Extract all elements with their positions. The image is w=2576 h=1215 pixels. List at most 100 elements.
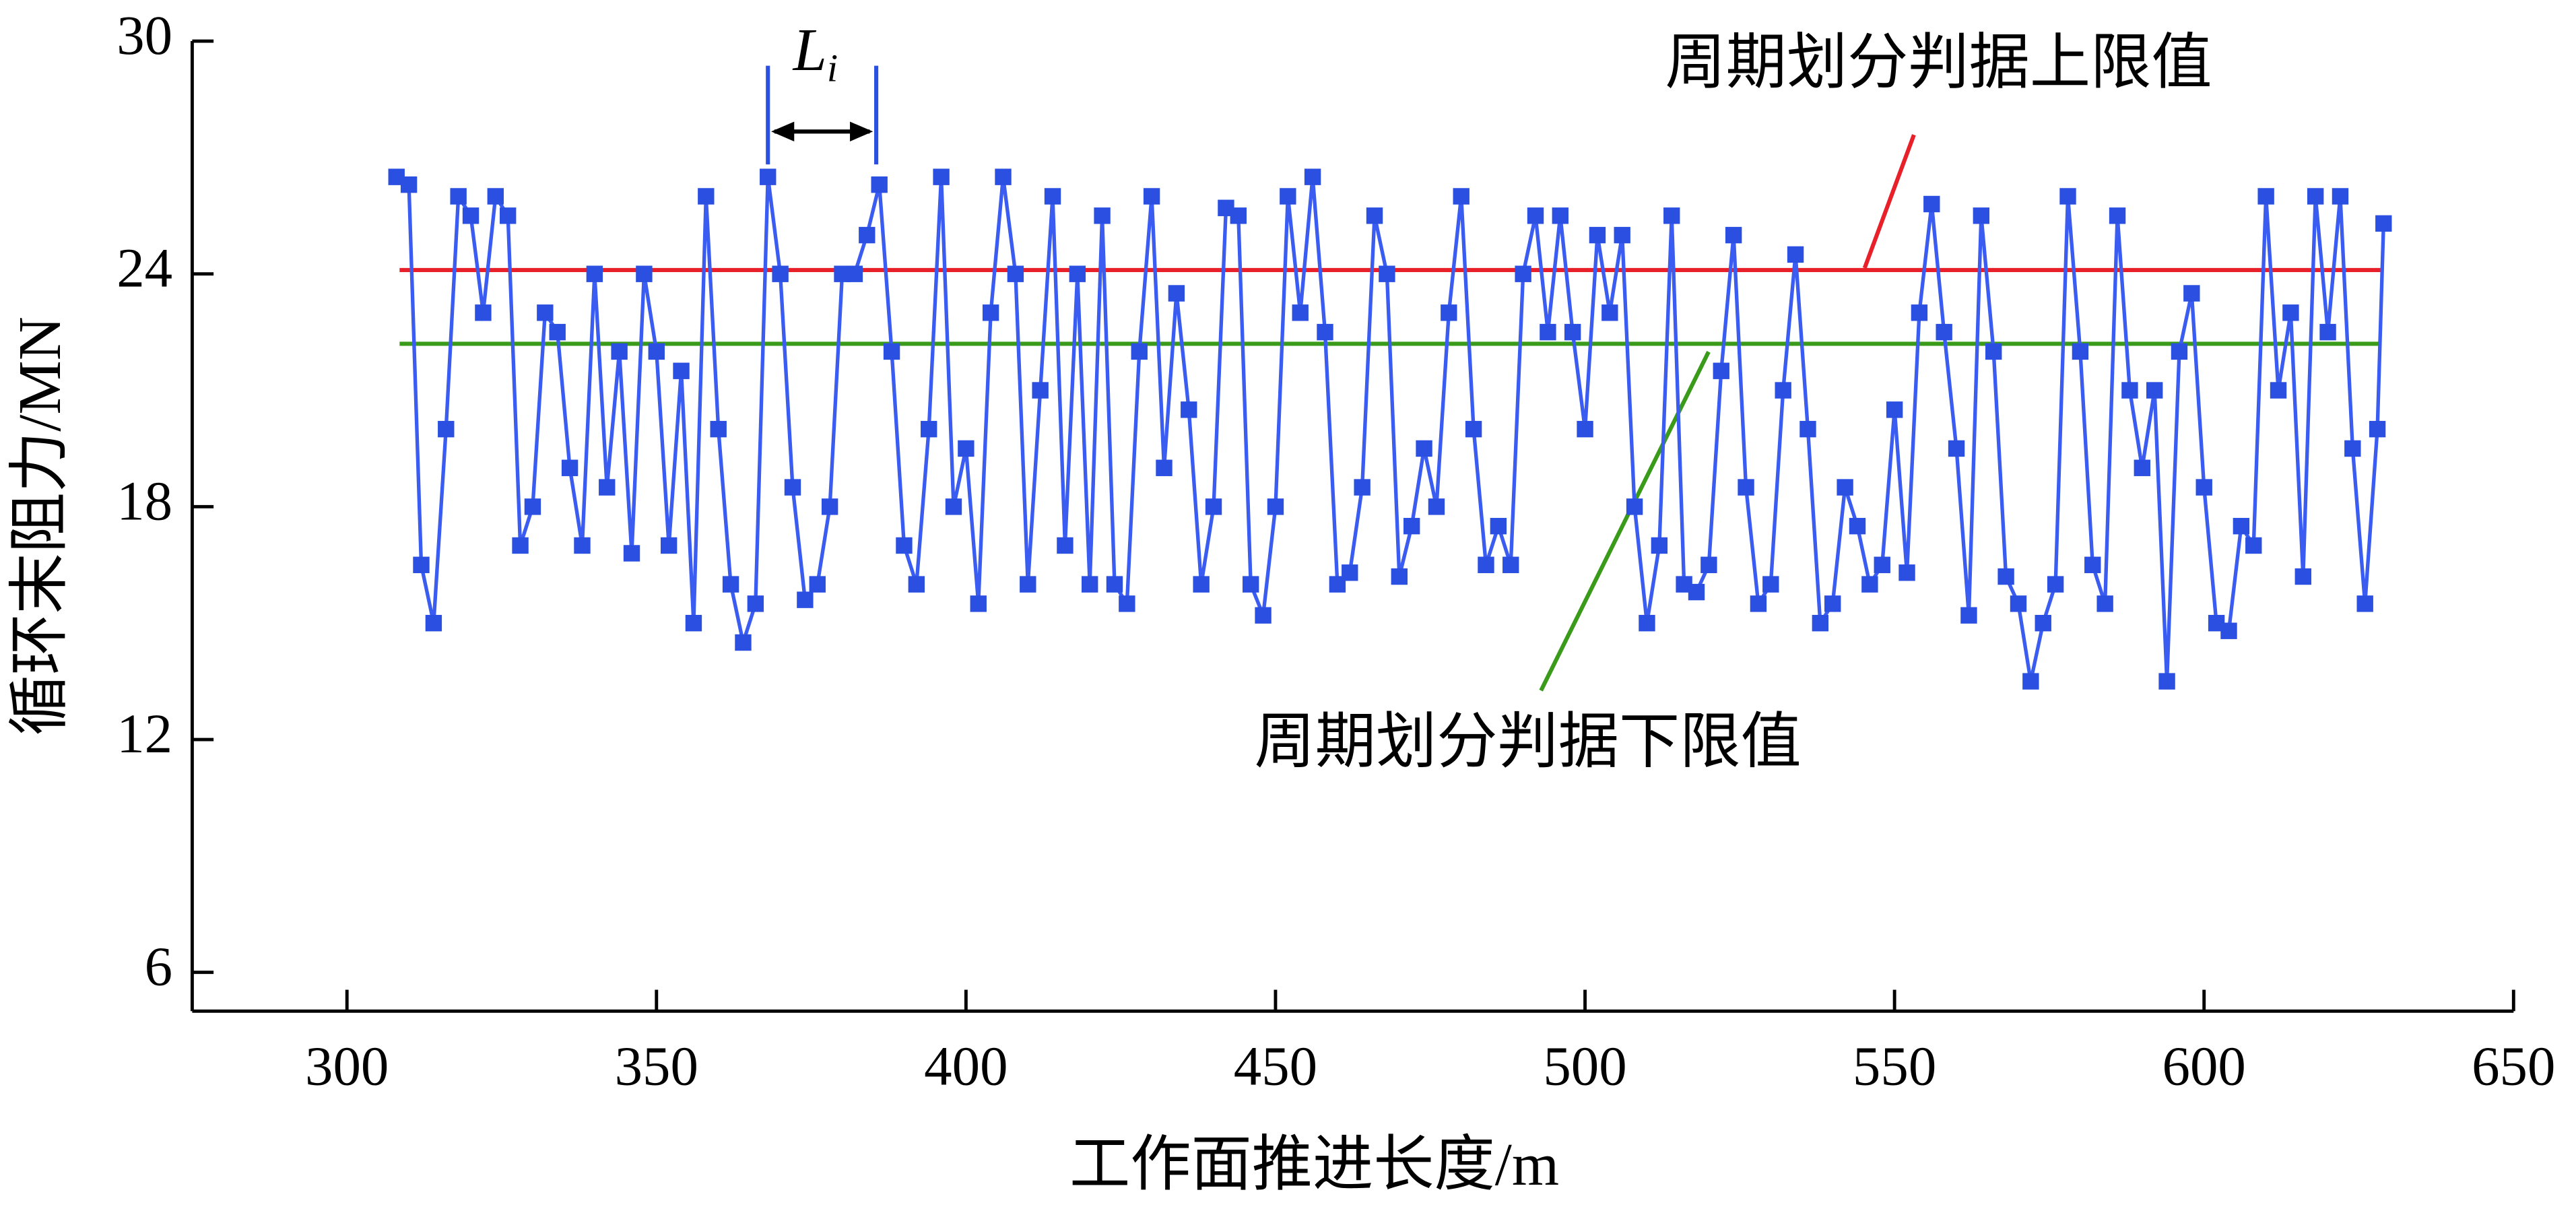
data-marker [2270,382,2287,399]
data-marker [1403,517,1420,535]
data-marker [1515,265,1531,282]
data-marker [1898,564,1915,581]
data-marker [2084,556,2101,573]
data-marker [1044,188,1061,205]
data-marker [2294,568,2311,585]
data-marker [2072,343,2089,360]
y-tick-label: 30 [117,4,172,66]
data-marker [1416,440,1432,457]
data-marker [859,226,876,244]
data-marker [1837,479,1853,496]
data-marker [2096,595,2113,612]
data-marker [846,265,863,282]
data-marker [1094,207,1111,224]
data-marker [1205,498,1222,515]
data-marker [2332,188,2349,205]
data-marker [871,176,888,193]
annotation: 周期划分判据上限值 [1665,29,2212,96]
y-tick-label: 6 [145,935,172,997]
data-marker [1292,304,1309,321]
data-marker [2146,382,2163,399]
data-marker [1775,382,1791,399]
data-marker [1799,420,1816,438]
data-marker [599,479,616,496]
data-marker [2319,323,2336,341]
data-marker [1230,207,1247,224]
span-label-main: L [792,16,827,84]
data-marker [1700,556,1717,573]
y-tick-label: 24 [117,237,172,299]
data-marker [425,614,442,632]
data-marker [1082,576,1098,593]
data-marker [1936,323,1952,341]
x-tick-label: 450 [1234,1035,1317,1097]
data-marker [1923,195,1940,213]
x-tick-label: 350 [615,1035,698,1097]
data-marker [1242,576,1259,593]
data-marker [1614,226,1630,244]
data-marker [1948,440,1965,457]
data-marker [1663,207,1680,224]
data-marker [908,576,925,593]
data-marker [1824,595,1841,612]
y-tick-label: 18 [117,469,172,531]
data-marker [1342,564,1358,581]
data-marker [2257,188,2274,205]
data-marker [648,343,665,360]
data-marker [1849,517,1866,535]
data-marker [1057,537,1074,554]
data-marker [1762,576,1779,593]
data-marker [2022,673,2039,690]
data-marker [1713,362,1729,379]
data-marker [1007,265,1024,282]
data-marker [1465,420,1482,438]
data-marker [586,265,603,282]
data-marker [2134,459,2150,476]
data-marker [698,188,715,205]
data-marker [1032,382,1049,399]
data-marker [524,498,541,515]
data-marker [487,188,504,205]
arrow-head [771,121,795,141]
annotation: 周期划分判据下限值 [1255,708,1802,775]
data-marker [475,304,492,321]
data-marker [2282,304,2299,321]
x-tick-label: 600 [2162,1035,2246,1097]
data-marker [1960,607,1977,624]
data-marker [1441,304,1457,321]
data-marker [1069,265,1086,282]
data-marker [1304,168,1321,185]
data-marker [685,614,702,632]
data-marker [1911,304,1928,321]
data-marker [958,440,975,457]
arrow-head [850,121,873,141]
data-marker [1997,568,2014,585]
data-marker [1564,323,1581,341]
data-marker [747,595,764,612]
data-marker [2356,595,2373,612]
y-tick-label: 12 [117,702,172,764]
data-marker [1874,556,1890,573]
data-marker [2307,188,2324,205]
data-marker [1366,207,1383,224]
data-marker [561,459,579,476]
data-marker [499,207,517,224]
data-marker [1985,343,2002,360]
data-marker [1143,188,1160,205]
data-marker [574,537,591,554]
data-marker [1886,401,1903,418]
data-marker [982,304,999,321]
data-marker [537,304,554,321]
span-label-sub: i [827,46,838,90]
data-marker [1490,517,1507,535]
data-marker [1738,479,1754,496]
data-marker [1651,537,1668,554]
data-marker [1725,226,1742,244]
data-marker [772,265,789,282]
x-axis-label: 工作面推进长度/m [1069,1131,1559,1198]
data-marker [1973,207,1990,224]
data-marker [2369,420,2386,438]
data-marker [2220,622,2237,639]
data-marker [1750,595,1767,612]
